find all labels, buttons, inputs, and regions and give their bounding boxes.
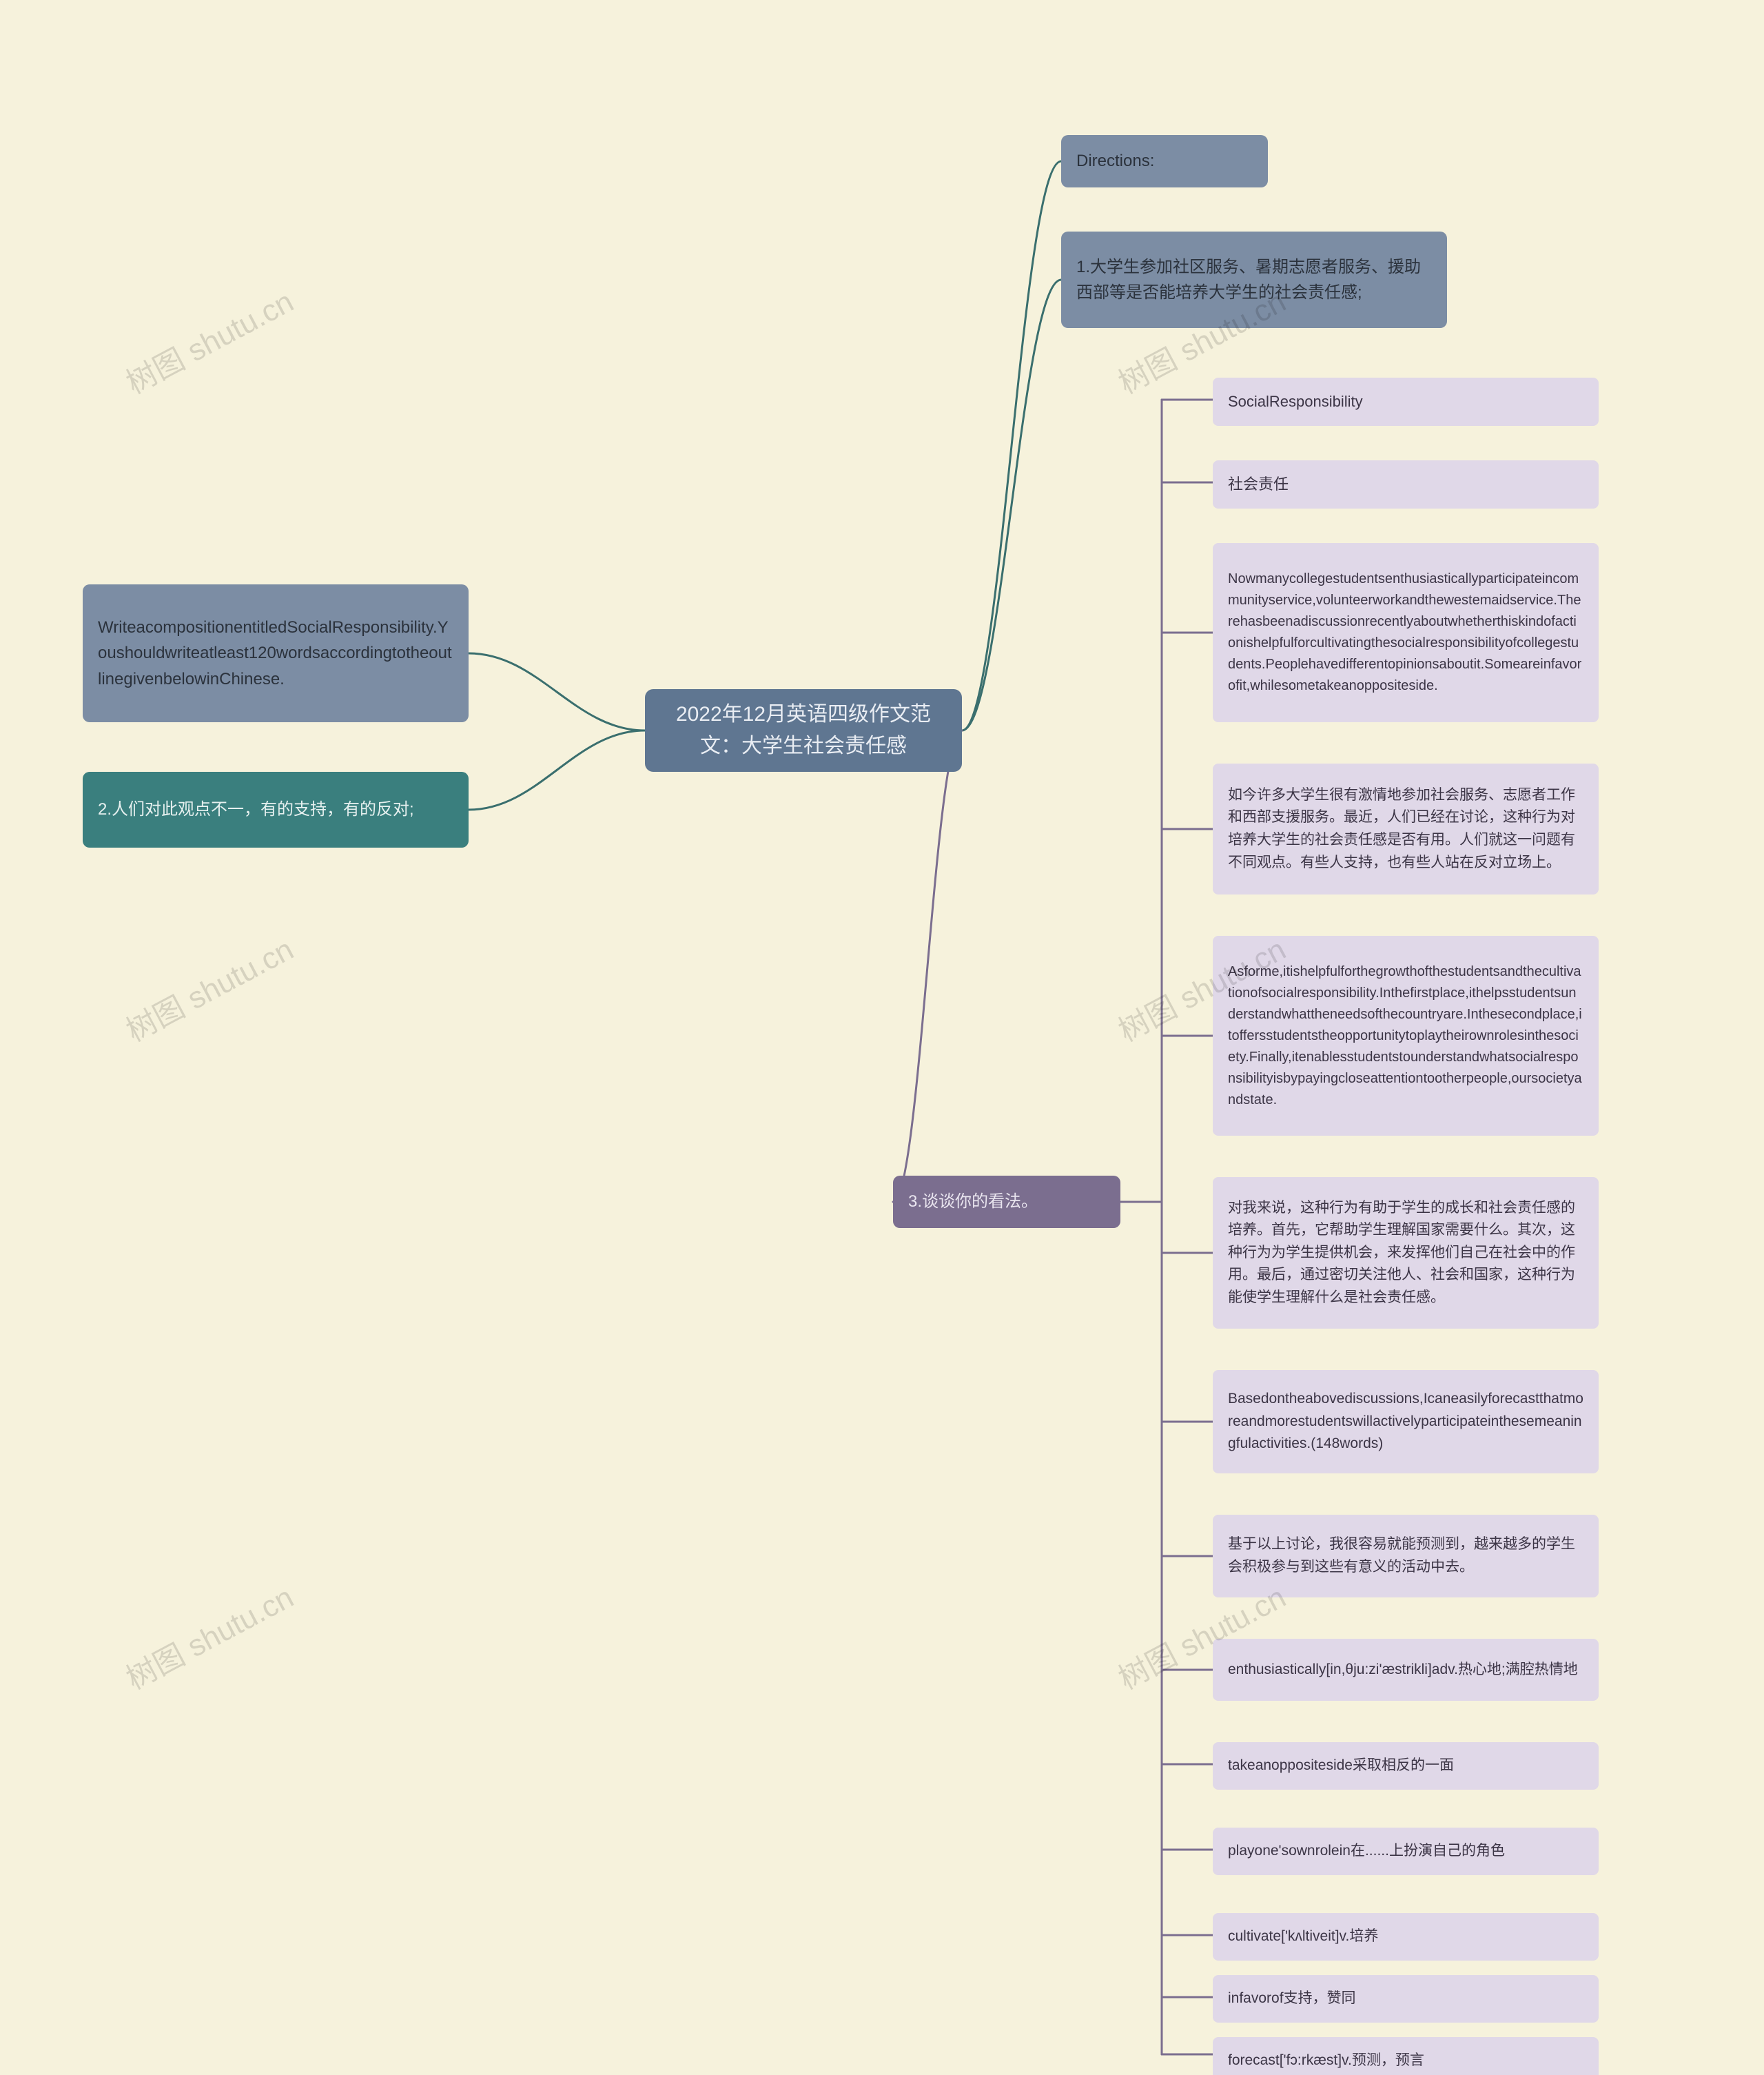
leaf-l13-label: infavorof支持，赞同 (1228, 1987, 1356, 2010)
leaf-l9: enthusiastically[in,θju:zi'æstrikli]adv.… (1213, 1639, 1599, 1701)
leaf-l14-label: forecast['fɔ:rkæst]v.预测，预言 (1228, 2050, 1424, 2072)
branch-write: WriteacompositionentitledSocialResponsib… (83, 584, 469, 722)
root-label: 2022年12月英语四级作文范文：大学生社会责任感 (660, 699, 947, 763)
leaf-l10: takeanoppositeside采取相反的一面 (1213, 1742, 1599, 1790)
branch-point3-label: 3.谈谈你的看法。 (908, 1189, 1038, 1214)
branch-directions-label: Directions: (1076, 148, 1154, 174)
leaf-l8-label: 基于以上讨论，我很容易就能预测到，越来越多的学生会积极参与到这些有意义的活动中去… (1228, 1533, 1583, 1578)
root-node: 2022年12月英语四级作文范文：大学生社会责任感 (645, 689, 962, 772)
watermark: 树图 shutu.cn (117, 277, 300, 402)
leaf-l12: cultivate['kʌltiveit]v.培养 (1213, 1913, 1599, 1961)
leaf-l10-label: takeanoppositeside采取相反的一面 (1228, 1755, 1454, 1777)
leaf-l14: forecast['fɔ:rkæst]v.预测，预言 (1213, 2037, 1599, 2075)
leaf-l3-label: Nowmanycollegestudentsenthusiasticallypa… (1228, 569, 1583, 697)
leaf-l11: playone'sownrolein在......上扮演自己的角色 (1213, 1828, 1599, 1875)
leaf-l3: Nowmanycollegestudentsenthusiasticallypa… (1213, 543, 1599, 722)
leaf-l13: infavorof支持，赞同 (1213, 1975, 1599, 2023)
leaf-l4: 如今许多大学生很有激情地参加社会服务、志愿者工作和西部支援服务。最近，人们已经在… (1213, 764, 1599, 895)
watermark: 树图 shutu.cn (117, 925, 300, 1050)
leaf-l11-label: playone'sownrolein在......上扮演自己的角色 (1228, 1840, 1505, 1863)
leaf-l6-label: 对我来说，这种行为有助于学生的成长和社会责任感的培养。首先，它帮助学生理解国家需… (1228, 1197, 1583, 1309)
leaf-l2: 社会责任 (1213, 460, 1599, 509)
leaf-l7-label: Basedontheabovediscussions,Icaneasilyfor… (1228, 1388, 1583, 1455)
leaf-l7: Basedontheabovediscussions,Icaneasilyfor… (1213, 1370, 1599, 1473)
branch-point2-label: 2.人们对此观点不一，有的支持，有的反对; (98, 797, 414, 822)
leaf-l1: SocialResponsibility (1213, 378, 1599, 426)
leaf-l1-label: SocialResponsibility (1228, 390, 1363, 413)
branch-point1-label: 1.大学生参加社区服务、暑期志愿者服务、援助西部等是否能培养大学生的社会责任感; (1076, 254, 1432, 305)
branch-point2: 2.人们对此观点不一，有的支持，有的反对; (83, 772, 469, 848)
watermark: 树图 shutu.cn (117, 1573, 300, 1698)
leaf-l4-label: 如今许多大学生很有激情地参加社会服务、志愿者工作和西部支援服务。最近，人们已经在… (1228, 784, 1583, 874)
leaf-l6: 对我来说，这种行为有助于学生的成长和社会责任感的培养。首先，它帮助学生理解国家需… (1213, 1177, 1599, 1329)
branch-directions: Directions: (1061, 135, 1268, 187)
leaf-l2-label: 社会责任 (1228, 473, 1289, 496)
branch-point3: 3.谈谈你的看法。 (893, 1176, 1120, 1228)
branch-point1: 1.大学生参加社区服务、暑期志愿者服务、援助西部等是否能培养大学生的社会责任感; (1061, 232, 1447, 328)
mindmap-canvas: 2022年12月英语四级作文范文：大学生社会责任感 Directions: 1.大… (0, 0, 1764, 2075)
leaf-l8: 基于以上讨论，我很容易就能预测到，越来越多的学生会积极参与到这些有意义的活动中去… (1213, 1515, 1599, 1597)
leaf-l5: Asforme,itishelpfulforthegrowthofthestud… (1213, 936, 1599, 1136)
branch-write-label: WriteacompositionentitledSocialResponsib… (98, 615, 453, 692)
leaf-l9-label: enthusiastically[in,θju:zi'æstrikli]adv.… (1228, 1659, 1578, 1682)
leaf-l12-label: cultivate['kʌltiveit]v.培养 (1228, 1925, 1378, 1948)
leaf-l5-label: Asforme,itishelpfulforthegrowthofthestud… (1228, 961, 1583, 1111)
